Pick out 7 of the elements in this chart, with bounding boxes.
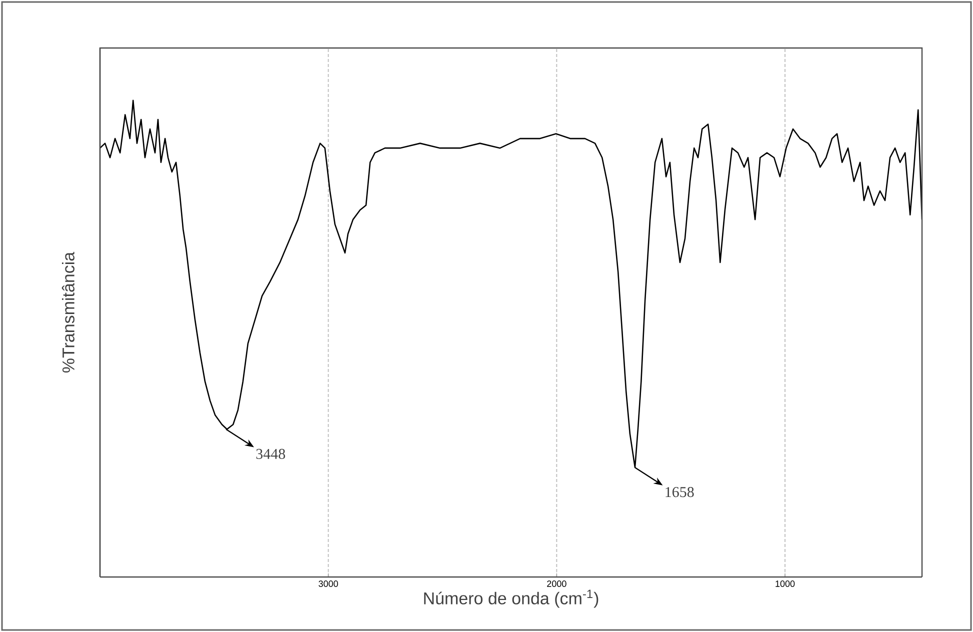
x-axis-title: Número de onda (cm$^{-1}$): [424, 590, 598, 608]
y-axis-title: %Transmitância: [62, 252, 74, 373]
x-tick-label: 2000: [547, 580, 566, 587]
annotation: 3448: [256, 448, 286, 459]
x-tick-label: 3000: [318, 580, 338, 587]
annotation: 1658: [666, 486, 694, 498]
x-tick-label: 1000: [776, 580, 795, 587]
